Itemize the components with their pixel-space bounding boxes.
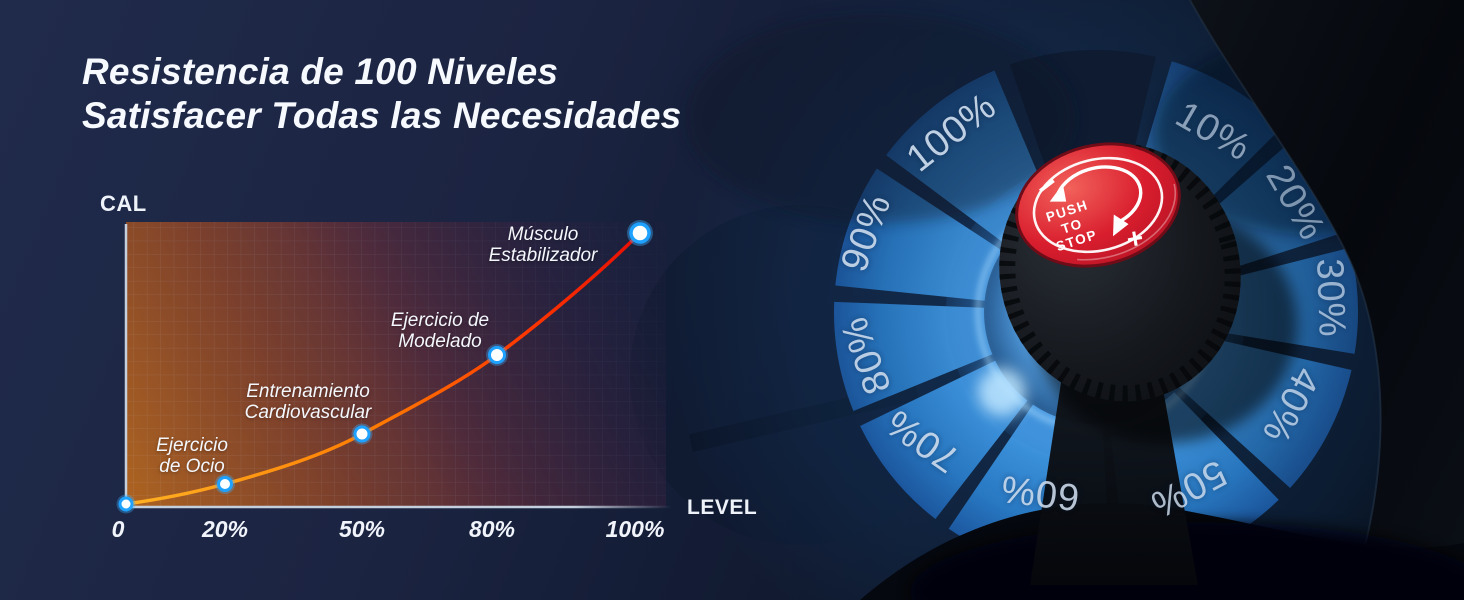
x-tick-0: 0 [111, 516, 125, 542]
data-point-0 [118, 496, 134, 512]
data-point-100 [629, 222, 651, 244]
dial-segment-label-30%: 30% [1308, 257, 1353, 339]
knob-knurling [999, 142, 1241, 402]
annotation-shaping-exercise: Ejercicio de Modelado [390, 310, 490, 352]
y-axis-label: CAL [100, 191, 147, 216]
cal-level-chart [116, 220, 672, 514]
rotate-arrow-icon [1049, 165, 1143, 237]
knob-red-cap [1015, 142, 1181, 268]
plot-grid [126, 222, 666, 507]
bike-frame-rim-highlight [1189, 0, 1382, 593]
data-point-50 [353, 425, 371, 443]
x-tick-20: 20% [201, 516, 249, 542]
x-tick-50: 50% [338, 516, 386, 542]
knob-base-glint [978, 368, 1026, 416]
annotation-leisure-exercise: Ejercicio de Ocio [156, 435, 228, 477]
annotation-cardio-training: Entrenamiento Cardiovascular [244, 381, 372, 423]
annotation-stabilizer-muscle: Músculo Estabilizador [488, 224, 598, 266]
x-tick-80: 80% [468, 516, 516, 542]
bike-frame-silhouette-right [1190, 0, 1464, 600]
data-point-80 [488, 346, 506, 364]
banner-title-line2: Satisfacer Todas las Necesidades [82, 95, 682, 136]
data-points [116, 220, 653, 514]
knob-cap-ring [1032, 156, 1164, 254]
x-tick-100: 100% [605, 516, 665, 542]
banner-title-line1: Resistencia de 100 Niveles [82, 51, 559, 92]
wheel-shade-upper-left [685, 13, 1075, 223]
x-axis-label: LEVEL [687, 496, 758, 519]
data-point-20 [217, 476, 233, 492]
banner-title: Resistencia de 100 Niveles Satisfacer To… [82, 50, 681, 138]
